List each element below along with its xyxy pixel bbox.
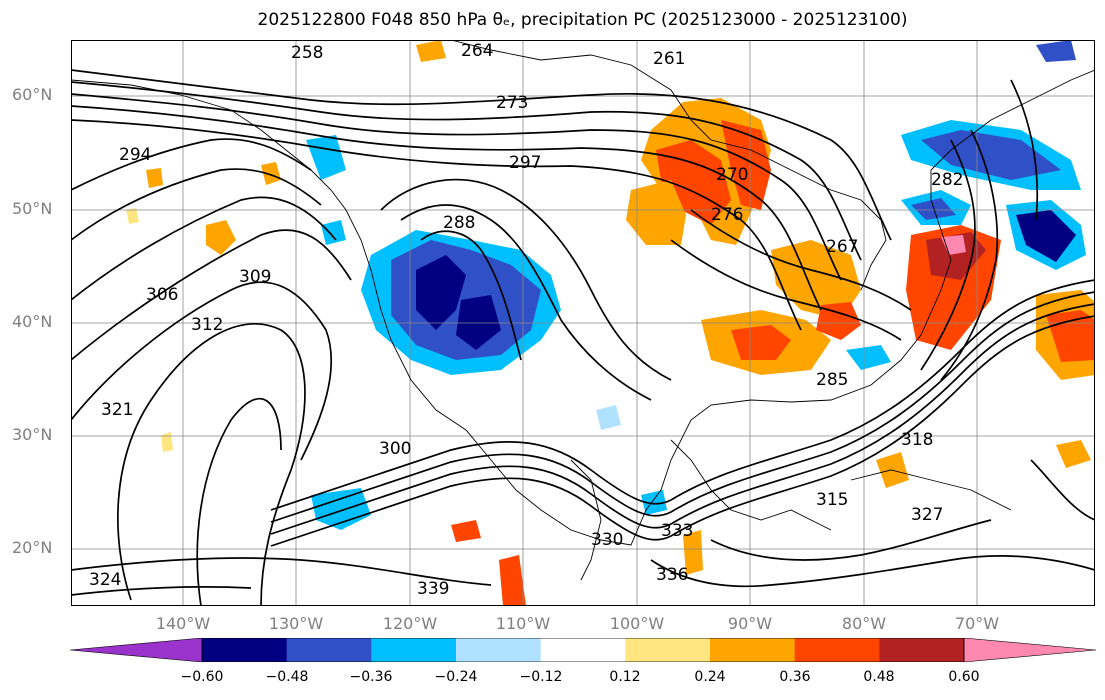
contour-label: 294 — [119, 145, 151, 165]
colorbar-tick-label: −0.12 — [519, 669, 563, 685]
contour-label: 267 — [826, 237, 858, 257]
contour-label: 258 — [291, 43, 323, 63]
negative-precip-shading — [306, 40, 1086, 530]
lon-label-110w: 110°W — [495, 614, 551, 633]
contour-label: 324 — [89, 570, 121, 590]
lat-label-40n: 40°N — [12, 312, 53, 331]
contour-label: 315 — [816, 490, 848, 510]
contour-label: 261 — [653, 49, 685, 69]
colorbar-tick-label: 0.12 — [609, 669, 641, 685]
colorbar-high-extend — [963, 638, 1096, 662]
colorbar-cell — [794, 638, 880, 662]
lon-label-90w: 90°W — [727, 614, 773, 633]
contour-label: 318 — [901, 430, 933, 450]
colorbar-cell — [286, 638, 372, 662]
contour-label: 312 — [191, 315, 223, 335]
map-panel: 258 264 261 273 276 270 267 282 285 288 … — [71, 40, 1095, 606]
colorbar-cell — [625, 638, 711, 662]
lon-label-70w: 70°W — [954, 614, 1000, 633]
colorbar-tick-label: −0.60 — [180, 669, 224, 685]
contour-label: 321 — [101, 400, 133, 420]
colorbar-cell — [879, 638, 965, 662]
contour-label: 306 — [146, 285, 178, 305]
contour-label: 339 — [417, 579, 449, 599]
colorbar-cell — [710, 638, 796, 662]
contour-label: 285 — [816, 370, 848, 390]
colorbar-tick-label: −0.36 — [349, 669, 393, 685]
contour-label: 336 — [656, 565, 688, 585]
colorbar-cell — [540, 638, 626, 662]
colorbar-cell — [371, 638, 457, 662]
contour-label: 330 — [591, 530, 623, 550]
map-canvas: 258 264 261 273 276 270 267 282 285 288 … — [71, 40, 1095, 606]
colorbar-tick-label: 0.24 — [694, 669, 726, 685]
contour-label: 282 — [931, 170, 963, 190]
lat-label-20n: 20°N — [12, 538, 53, 557]
colorbar-cell — [202, 638, 288, 662]
lon-label-80w: 80°W — [841, 614, 887, 633]
colorbar-tick-label: 0.60 — [948, 669, 980, 685]
contour-label: 273 — [496, 93, 528, 113]
contour-label: 309 — [239, 267, 271, 287]
colorbar-tick-label: 0.48 — [863, 669, 895, 685]
contour-label: 264 — [461, 41, 493, 61]
contour-label: 297 — [509, 153, 541, 173]
colorbar-tick-label: −0.48 — [265, 669, 309, 685]
colorbar — [70, 638, 1096, 662]
contour-label: 288 — [443, 213, 475, 233]
colorbar-tick-label: 0.36 — [779, 669, 811, 685]
lon-label-120w: 120°W — [382, 614, 438, 633]
coastlines — [71, 40, 1095, 581]
lon-label-130w: 130°W — [268, 614, 324, 633]
contour-label: 333 — [661, 521, 693, 541]
colorbar-tick-label: −0.24 — [434, 669, 478, 685]
lat-label-50n: 50°N — [12, 199, 53, 218]
contour-label: 327 — [911, 505, 943, 525]
contour-label: 276 — [711, 205, 743, 225]
lat-label-30n: 30°N — [12, 425, 53, 444]
lon-label-140w: 140°W — [155, 614, 211, 633]
colorbar-cell — [456, 638, 542, 662]
map-title: 2025122800 F048 850 hPa θₑ, precipitatio… — [257, 10, 908, 30]
contour-labels: 258 264 261 273 276 270 267 282 285 288 … — [89, 41, 963, 599]
contour-label: 300 — [379, 439, 411, 459]
contour-label: 270 — [716, 165, 748, 185]
theta-e-contours — [71, 69, 1095, 606]
lat-label-60n: 60°N — [12, 85, 53, 104]
colorbar-low-extend — [70, 638, 203, 662]
lon-label-100w: 100°W — [609, 614, 665, 633]
